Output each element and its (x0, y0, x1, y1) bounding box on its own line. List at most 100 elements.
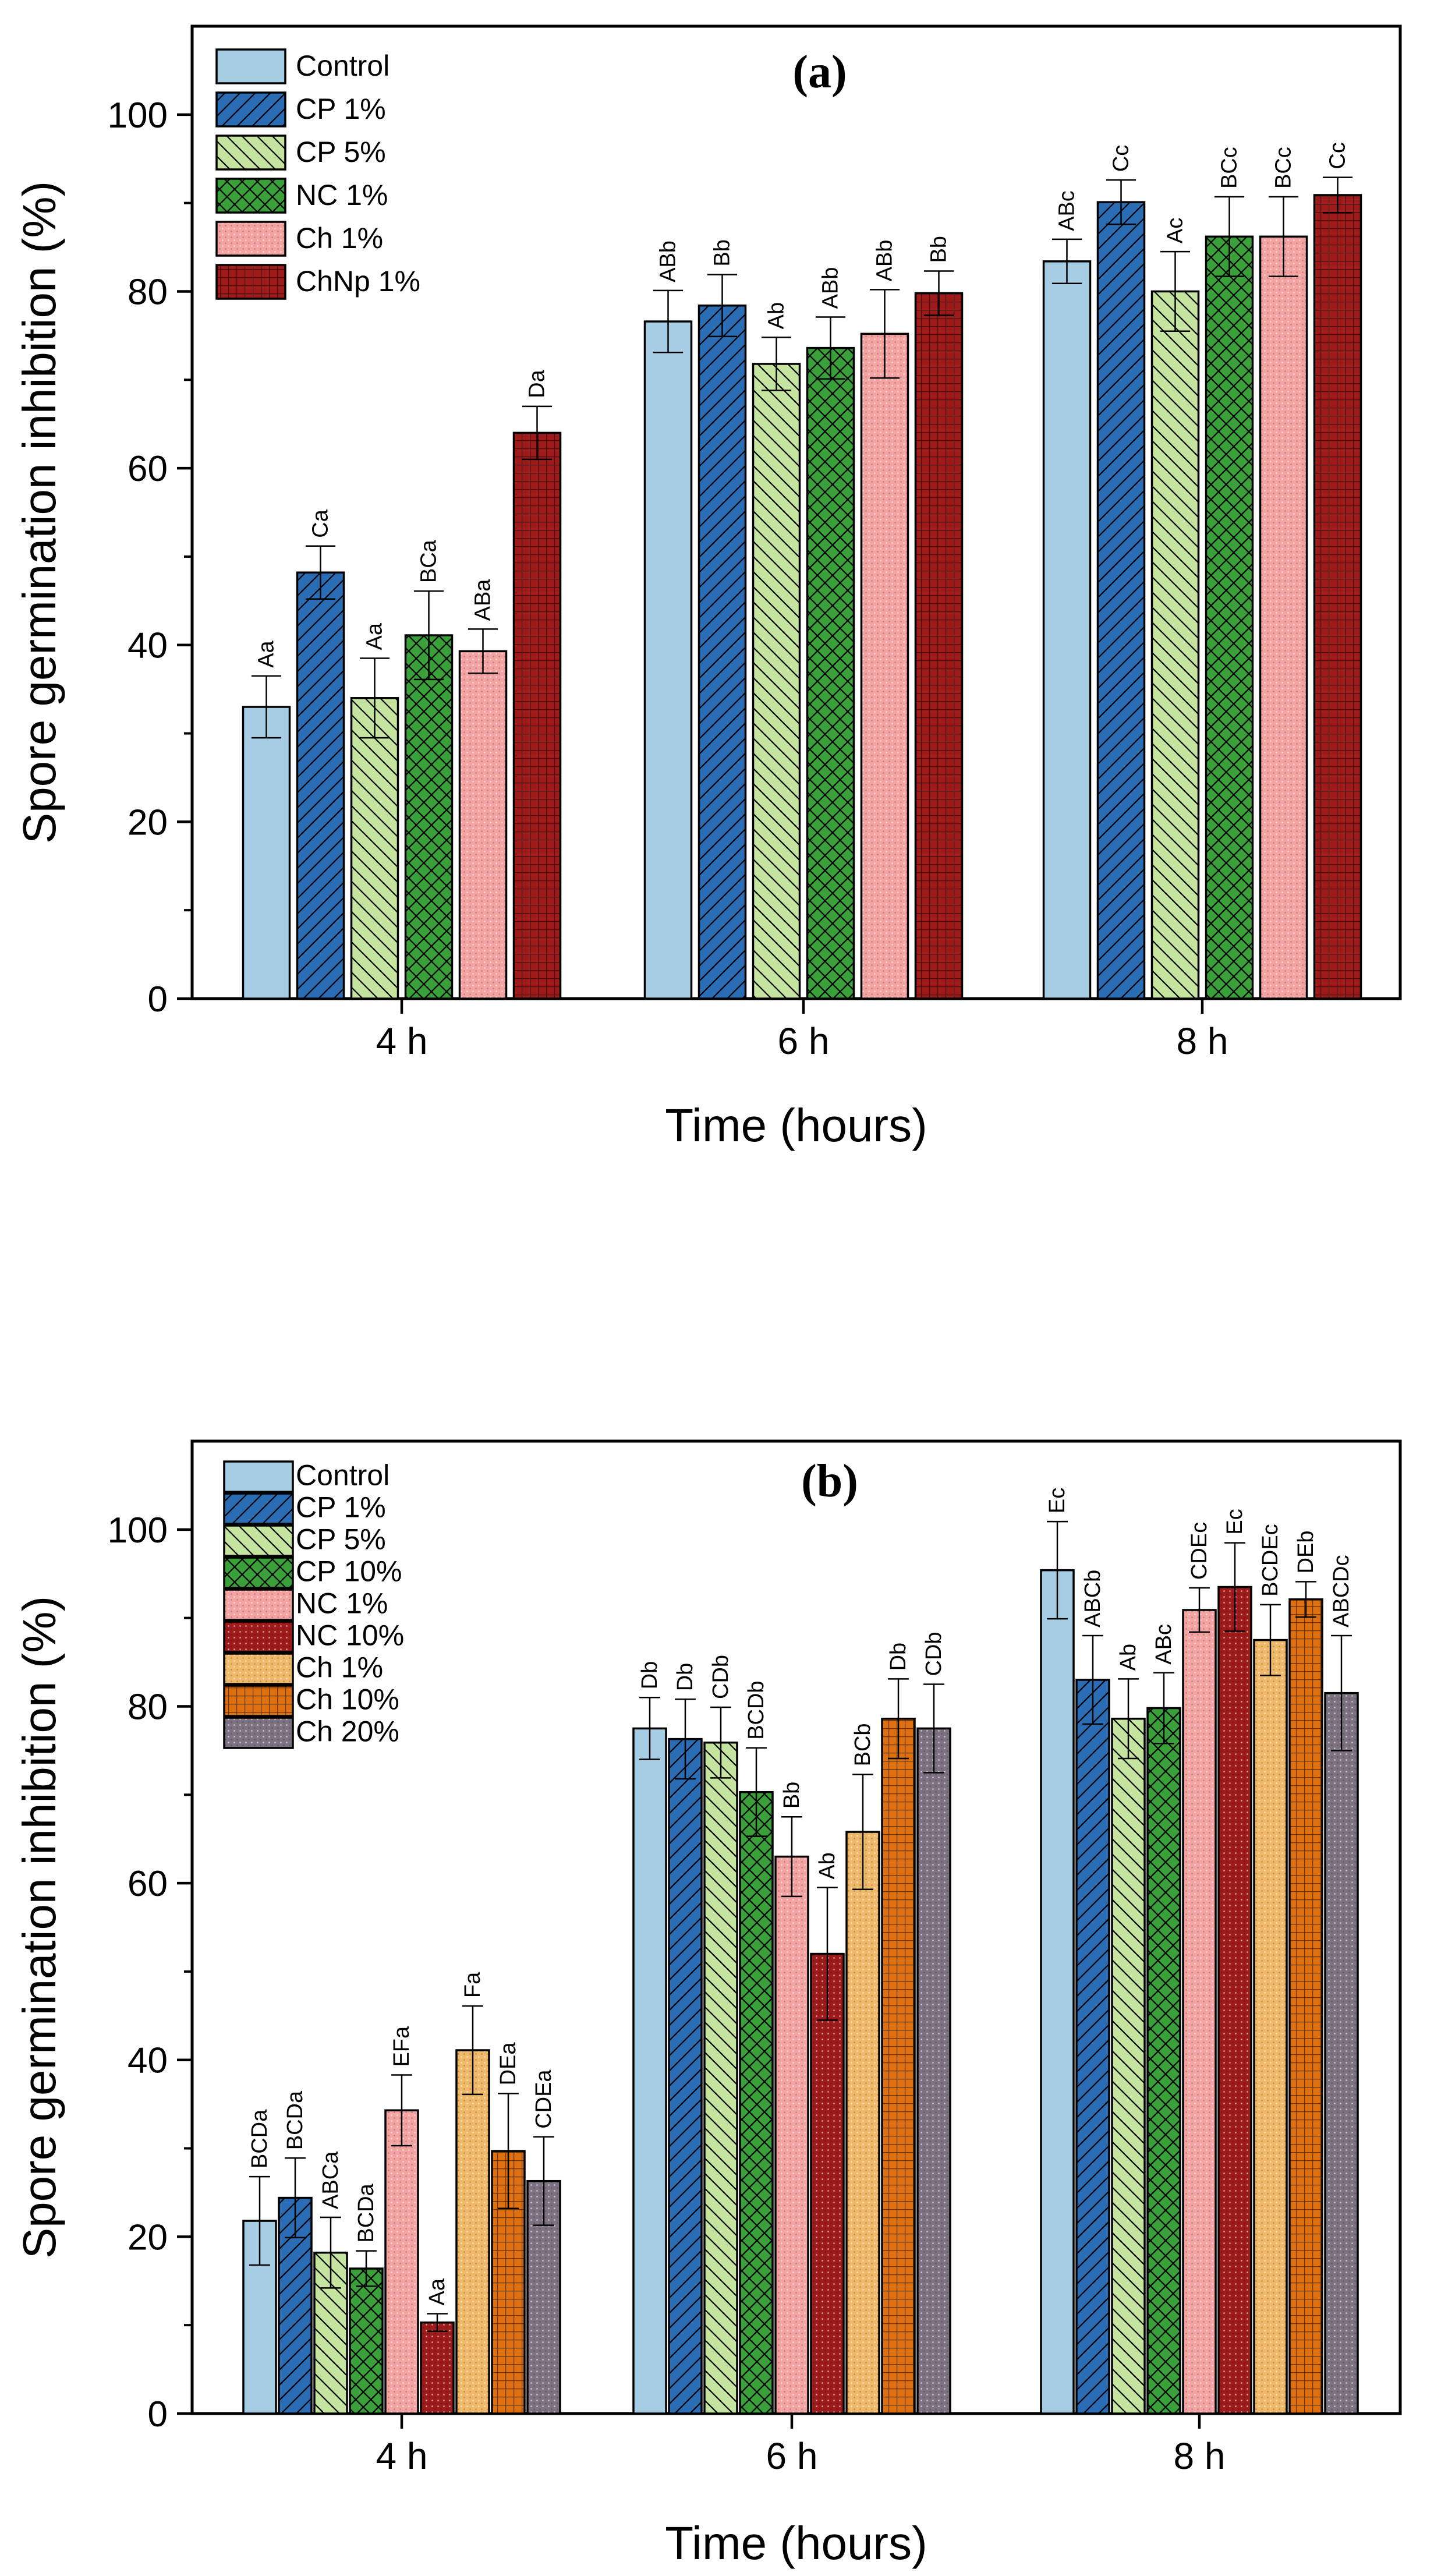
legend-label-ch-10: Ch 10% (296, 1683, 399, 1716)
series-nc-1-bar (384, 2109, 419, 2415)
legend-swatch-cp-10 (223, 1556, 294, 1589)
significance-label: Cc (1109, 145, 1134, 172)
y-tick-label: 40 (128, 2041, 168, 2081)
series-ch-10-bar (1288, 1598, 1323, 2415)
y-tick-label: 0 (148, 979, 168, 1020)
legend-label-ch-1: Ch 1% (296, 222, 383, 254)
significance-label: ABc (1152, 1624, 1176, 1665)
legend-label-nc-10: NC 10% (296, 1619, 404, 1652)
series-cp-5-bar (1150, 290, 1200, 1000)
significance-label: EFa (390, 2026, 414, 2067)
significance-label: ABCb (1081, 1570, 1105, 1627)
y-tick-label: 40 (128, 626, 168, 666)
legend-label-cp-1: CP 1% (296, 1491, 386, 1524)
panel-title: (a) (792, 47, 847, 98)
legend-swatch-ch-1 (215, 221, 286, 257)
series-cp-1-bar (1096, 201, 1146, 1000)
significance-label: BCDa (247, 2109, 272, 2168)
series-cp-5-bar (1111, 1717, 1146, 2415)
significance-label: ABc (1055, 190, 1079, 231)
significance-label: CDEa (532, 2069, 556, 2129)
legend-swatch-control (215, 48, 286, 84)
significance-label: DEa (496, 2042, 521, 2086)
significance-label: Fa (461, 1972, 485, 1998)
significance-label: Db (673, 1663, 697, 1692)
legend-label-cp-5: CP 5% (296, 1523, 386, 1556)
panel-title: (b) (801, 1456, 858, 1507)
series-cp-10-bar (1146, 1707, 1181, 2415)
significance-label: Aa (425, 2278, 449, 2305)
x-tick-label: 4 h (376, 2435, 428, 2477)
y-tick-label: 20 (128, 2217, 168, 2257)
legend-label-chnp-1: ChNp 1% (296, 265, 420, 298)
series-cp-5-bar (703, 1741, 738, 2415)
series-nc-1-bar (806, 346, 855, 1000)
significance-label: BCb (851, 1723, 875, 1766)
legend-swatch-ch-1 (223, 1653, 294, 1685)
significance-label: BCDa (283, 2090, 307, 2150)
series-nc-10-bar (1217, 1586, 1252, 2415)
significance-label: ABb (819, 267, 843, 309)
legend-swatch-cp-1 (223, 1492, 294, 1525)
series-ch-1-bar (1253, 1639, 1288, 2415)
legend-swatch-nc-1 (223, 1588, 294, 1621)
significance-label: BCc (1217, 147, 1242, 189)
significance-label: Cc (1326, 142, 1350, 169)
significance-label: Ca (309, 509, 333, 537)
y-tick-label: 80 (128, 272, 168, 312)
significance-label: ABb (656, 240, 681, 282)
series-ch-20-bar (1324, 1692, 1359, 2415)
y-tick-label: 80 (128, 1687, 168, 1727)
series-ch-1-bar (860, 332, 909, 1000)
series-cp-5-bar (752, 363, 801, 1000)
legend-swatch-nc-1 (215, 178, 286, 214)
series-cp-1-bar (296, 571, 345, 1000)
series-cp-5-bar (350, 697, 399, 1000)
significance-label: ABa (471, 579, 495, 621)
significance-label: Ab (764, 302, 789, 329)
significance-label: ABb (873, 240, 897, 282)
significance-label: Db (886, 1643, 911, 1671)
significance-label: BCc (1272, 147, 1296, 189)
y-tick-label: 100 (108, 1510, 168, 1551)
significance-label: DEb (1294, 1530, 1318, 1573)
series-nc-10-bar (810, 1952, 845, 2415)
legend-label-ch-20: Ch 20% (296, 1715, 399, 1748)
significance-label: Ab (1116, 1644, 1141, 1671)
significance-label: Da (525, 369, 550, 398)
x-axis-label: Time (hours) (665, 1099, 927, 1151)
significance-label: BCa (417, 539, 441, 583)
series-control-bar (1042, 260, 1092, 1000)
y-tick-label: 20 (128, 802, 168, 843)
legend-swatch-cp-5 (215, 135, 286, 171)
series-chnp-1-bar (512, 431, 562, 1000)
significance-label: Bb (927, 236, 951, 263)
series-cp-1-bar (697, 304, 747, 1000)
chart-root: 0 20 40 60 80 100 4 h 6 h 8 h Time (hours) Spore g… (13, 24, 1402, 2569)
significance-label: CDb (922, 1632, 946, 1676)
series-ch-1-bar (1259, 235, 1308, 1000)
significance-label: Aa (254, 641, 279, 668)
series-cp-1-bar (1075, 1679, 1110, 2415)
legend-label-nc-1: NC 1% (296, 1587, 388, 1620)
series-ch-1-bar (845, 1831, 880, 2415)
series-nc-1-bar (404, 634, 454, 1000)
legend-label-cp-10: CP 10% (296, 1555, 402, 1588)
significance-label: Bb (780, 1782, 804, 1809)
y-tick-label: 60 (128, 449, 168, 489)
significance-label: BCDEc (1258, 1524, 1283, 1597)
significance-label: Ec (1045, 1488, 1070, 1513)
y-tick-label: 0 (148, 2394, 168, 2435)
panel-a: 0 20 40 60 80 100 4 h 6 h 8 h Time (hours) Spore g… (13, 24, 1402, 1151)
legend-swatch-chnp-1 (215, 264, 286, 300)
x-tick-label: 6 h (766, 2435, 818, 2477)
x-tick-label: 8 h (1174, 2435, 1226, 2477)
legend-label-control: Control (296, 1459, 390, 1492)
series-ch-1-bar (455, 2049, 490, 2415)
series-control-bar (643, 320, 693, 1000)
legend-label-cp-5: CP 5% (296, 136, 386, 168)
significance-label: CDEc (1187, 1522, 1212, 1580)
significance-label: ABCDc (1329, 1555, 1354, 1627)
legend-swatch-control (223, 1460, 294, 1493)
